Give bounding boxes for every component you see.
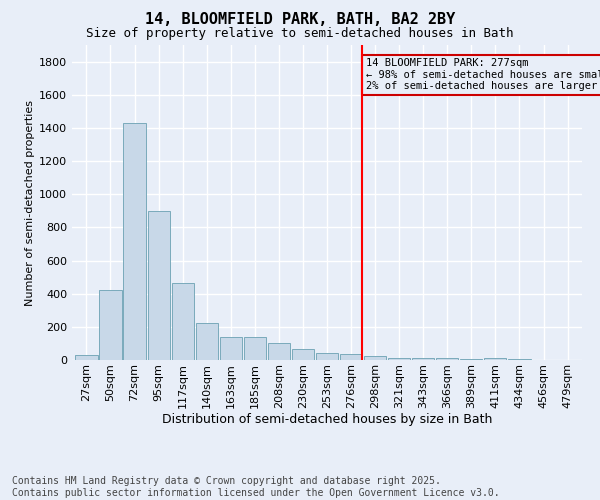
Bar	[100, 290, 122, 360]
Bar	[172, 283, 194, 360]
Bar	[76, 355, 98, 360]
Bar	[148, 211, 170, 360]
Bar	[244, 337, 266, 360]
Text: Size of property relative to semi-detached houses in Bath: Size of property relative to semi-detach…	[86, 28, 514, 40]
Text: Contains HM Land Registry data © Crown copyright and database right 2025.
Contai: Contains HM Land Registry data © Crown c…	[12, 476, 500, 498]
Bar	[268, 344, 290, 360]
Bar	[124, 123, 146, 360]
Bar	[436, 358, 458, 360]
Text: 14, BLOOMFIELD PARK, BATH, BA2 2BY: 14, BLOOMFIELD PARK, BATH, BA2 2BY	[145, 12, 455, 28]
Bar	[484, 358, 506, 360]
Bar	[412, 358, 434, 360]
Text: 14 BLOOMFIELD PARK: 277sqm
← 98% of semi-detached houses are smaller (3,823)
2% : 14 BLOOMFIELD PARK: 277sqm ← 98% of semi…	[366, 58, 600, 92]
Bar	[292, 349, 314, 360]
Bar	[196, 322, 218, 360]
X-axis label: Distribution of semi-detached houses by size in Bath: Distribution of semi-detached houses by …	[162, 414, 492, 426]
Bar	[364, 356, 386, 360]
Bar	[340, 354, 362, 360]
Bar	[460, 358, 482, 360]
Bar	[508, 359, 530, 360]
Y-axis label: Number of semi-detached properties: Number of semi-detached properties	[25, 100, 35, 306]
Bar	[316, 352, 338, 360]
Bar	[388, 358, 410, 360]
Bar	[220, 337, 242, 360]
